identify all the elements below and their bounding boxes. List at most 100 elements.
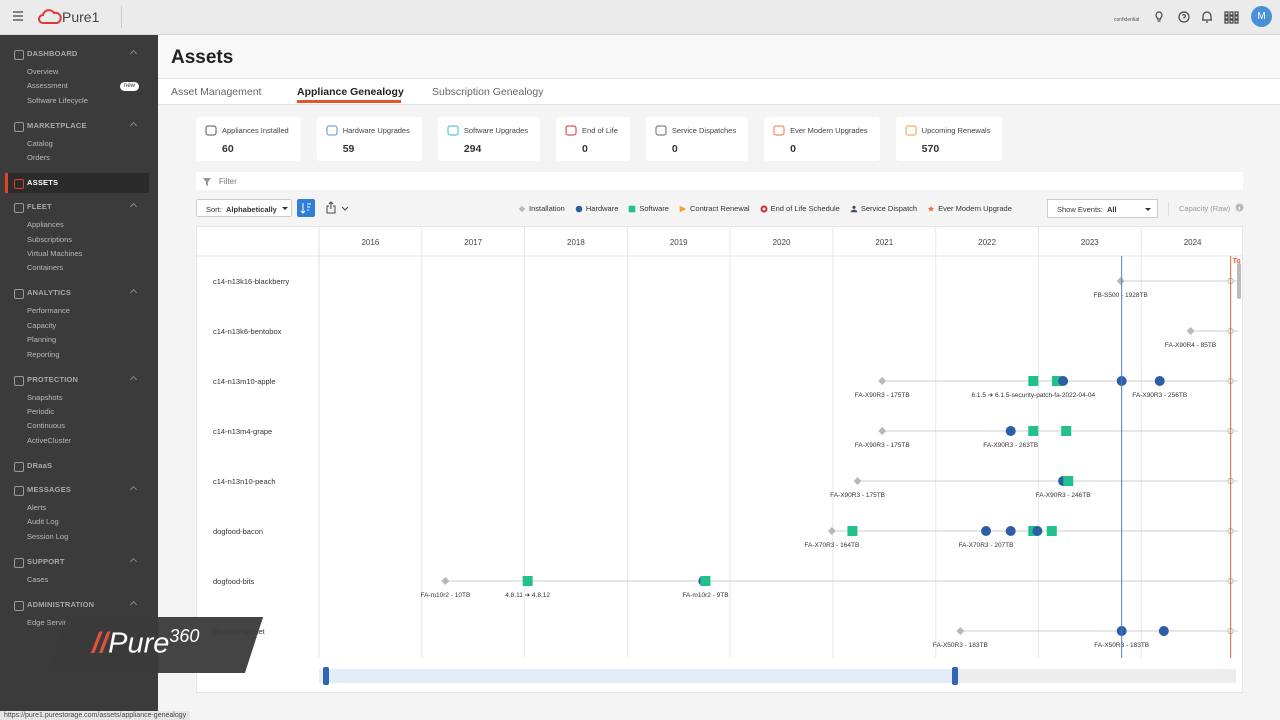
stat-label-row: Appliances Installed — [205, 125, 289, 136]
info-icon[interactable] — [1235, 203, 1244, 212]
event-marker[interactable] — [878, 427, 887, 435]
nav-item[interactable]: Performance — [27, 306, 70, 316]
event-marker[interactable] — [1063, 476, 1074, 486]
nav-section[interactable]: SUPPORT — [27, 556, 65, 566]
nav-section[interactable]: ADMINISTRATION — [27, 599, 95, 609]
event-marker[interactable] — [1154, 376, 1165, 386]
stat-cards: Appliances Installed 60 Hardware Upgrades 5… — [196, 117, 1003, 161]
legend-item: Installation — [518, 204, 565, 213]
nav-icon — [14, 461, 24, 472]
watermark-brand: Pure — [108, 627, 170, 660]
nav-item[interactable]: Edge Service — [27, 617, 72, 627]
nav-item[interactable]: Catalog — [27, 138, 53, 148]
filter-icon — [203, 178, 211, 186]
filter-placeholder: Filter — [219, 177, 237, 186]
event-marker[interactable] — [827, 527, 836, 535]
event-marker[interactable] — [956, 627, 965, 635]
event-marker[interactable] — [878, 377, 887, 385]
nav-item[interactable]: Periodic — [27, 407, 55, 416]
nav-item[interactable]: Audit Log — [27, 517, 59, 527]
stat-card: Appliances Installed 60 — [196, 117, 301, 161]
event-marker[interactable] — [1032, 526, 1043, 536]
event-marker[interactable] — [1046, 526, 1057, 536]
nav-section[interactable]: ASSETS — [27, 178, 59, 188]
nav-item[interactable]: Alerts — [27, 502, 47, 512]
watermark-mark: // — [92, 627, 109, 660]
nav-section[interactable]: ANALYTICS — [27, 288, 72, 298]
tab[interactable]: Subscription Genealogy — [432, 86, 544, 98]
event-label: FB-S500 - 1928TB — [1094, 292, 1148, 299]
event-marker[interactable] — [1028, 426, 1039, 436]
event-marker[interactable] — [853, 477, 862, 485]
nav-item[interactable]: Snapshots — [27, 392, 63, 402]
top-bar: Pure1 confidential M — [0, 0, 1280, 35]
event-label: 4.8.11 ➔ 4.8.12 — [505, 592, 550, 599]
nav-item[interactable]: Session Log — [27, 531, 69, 541]
nav-section[interactable]: DRaaS — [27, 460, 53, 470]
icon-shape — [773, 125, 785, 136]
events-dropdown[interactable]: Show Events: All — [1047, 199, 1158, 218]
nav-section[interactable]: MARKETPLACE — [27, 120, 87, 130]
nav-item[interactable]: Subscriptions — [27, 234, 73, 244]
stat-icon — [326, 125, 338, 136]
nav-item[interactable]: Assessment — [27, 81, 68, 91]
stat-label-row: End of Life — [565, 125, 618, 136]
top-icons[interactable] — [1155, 10, 1245, 24]
stat-label-row: Upcoming Renewals — [905, 125, 990, 136]
event-marker[interactable] — [1116, 277, 1125, 285]
event-marker[interactable] — [522, 576, 533, 586]
nav-section[interactable]: MESSAGES — [27, 484, 72, 494]
event-marker[interactable] — [1158, 626, 1169, 636]
stat-label: Ever Modern Upgrades — [790, 126, 868, 135]
event-marker[interactable] — [1005, 526, 1016, 536]
nav-item[interactable]: Continuous — [27, 421, 65, 431]
nav-section[interactable]: DASHBOARD — [27, 49, 78, 58]
sort-dropdown[interactable]: Sort: Alphabetically — [196, 199, 292, 217]
nav-item[interactable]: Software Lifecycle — [27, 95, 88, 105]
timeline: 2016 2017 2018 2019 2020 2021 2022 2023 2024 c14-… — [197, 227, 1242, 685]
nav-section[interactable]: PROTECTION — [27, 374, 79, 384]
event-marker[interactable] — [847, 526, 858, 536]
nav-icon — [14, 179, 24, 190]
nav-item[interactable]: Cases — [27, 574, 49, 584]
nav-item[interactable]: ActiveCluster — [27, 435, 72, 445]
tab[interactable]: Asset Management — [171, 86, 262, 98]
nav-item[interactable]: Appliances — [27, 220, 64, 230]
icon-shape — [447, 125, 459, 136]
marker — [518, 205, 526, 212]
nav-item[interactable]: Reporting — [27, 349, 60, 359]
nav-item[interactable]: Virtual Machines — [27, 249, 83, 258]
range-handle[interactable] — [952, 667, 958, 685]
event-marker[interactable] — [1051, 376, 1062, 386]
scrollbar — [1237, 263, 1241, 299]
avatar[interactable]: M — [1251, 6, 1272, 27]
event-marker[interactable] — [1058, 376, 1069, 386]
event-marker[interactable] — [1186, 327, 1195, 335]
logo-text[interactable]: Pure1 — [62, 9, 100, 25]
event-marker[interactable] — [1005, 426, 1016, 436]
nav-item[interactable]: Overview — [27, 67, 59, 76]
event-label: FA-X70R3 - 207TB — [959, 542, 1014, 549]
event-marker[interactable] — [1061, 426, 1072, 436]
nav-item[interactable]: Planning — [27, 335, 57, 345]
menu-icon[interactable] — [12, 11, 24, 21]
event-marker[interactable] — [981, 526, 992, 536]
event-marker[interactable] — [1028, 376, 1039, 386]
nav-icon — [14, 289, 24, 300]
event-marker[interactable] — [700, 576, 711, 586]
filter-bar[interactable]: Filter — [196, 172, 1243, 190]
nav-item[interactable]: Containers — [27, 263, 64, 273]
legend-item: End of Life Schedule — [760, 204, 840, 213]
sort-share-buttons[interactable] — [297, 199, 357, 217]
stat-label: Hardware Upgrades — [342, 126, 410, 135]
range-handle[interactable] — [323, 667, 329, 685]
capacity-toggle[interactable]: Capacity (Raw) — [1179, 204, 1231, 213]
tab[interactable]: Appliance Genealogy — [297, 86, 404, 98]
row-name: c14-n13m10-apple — [213, 377, 276, 386]
events-value: All — [1107, 205, 1117, 214]
nav-section[interactable]: FLEET — [27, 202, 52, 212]
logo-icon — [38, 9, 62, 24]
event-marker[interactable] — [441, 577, 450, 585]
nav-item[interactable]: Capacity — [27, 320, 57, 330]
nav-item[interactable]: Orders — [27, 153, 50, 163]
